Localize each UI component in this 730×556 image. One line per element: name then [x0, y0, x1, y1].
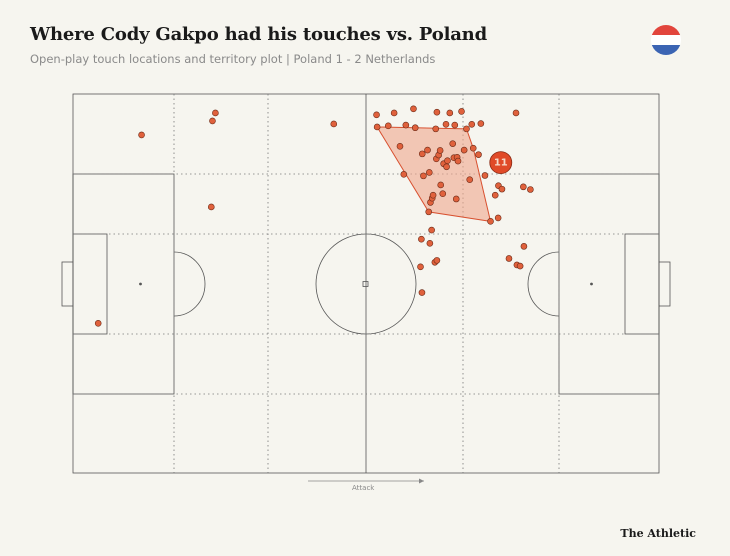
touch-point [207, 203, 215, 211]
touch-point [433, 108, 441, 116]
left-penalty-spot [139, 282, 142, 286]
pitch-markings [61, 93, 671, 474]
touch-point [460, 146, 468, 154]
touch-point [373, 111, 380, 119]
attack-direction-label: Attack [352, 484, 375, 492]
touch-point [516, 262, 524, 270]
touch-point [436, 147, 444, 154]
touch-point [418, 289, 426, 296]
touch-point [330, 120, 338, 128]
left-six-yard-box [72, 233, 108, 335]
right-six-yard-box [624, 233, 660, 335]
touch-point [468, 121, 476, 128]
touch-point [494, 214, 502, 222]
touch-point [429, 191, 437, 199]
touch-point [520, 183, 527, 191]
touch-point [498, 185, 506, 193]
touch-point [491, 191, 499, 199]
territory-polygon [376, 126, 492, 222]
touch-point [402, 121, 410, 129]
touch-point [426, 240, 434, 247]
touch-point [505, 255, 513, 262]
touch-point [449, 140, 457, 147]
touch-point [433, 257, 441, 264]
touch-point [420, 172, 427, 180]
touch-point [212, 109, 219, 117]
touch-point [477, 120, 485, 127]
touch-point [527, 186, 534, 193]
touch-point [424, 146, 431, 154]
touch-point [481, 172, 489, 179]
touch-point [384, 122, 392, 130]
right-penalty-arc [527, 251, 560, 317]
chart-subtitle: Open-play touch locations and territory … [30, 52, 436, 66]
touch-point [390, 109, 398, 117]
attack-direction-arrow [308, 478, 424, 484]
touch-point [396, 143, 404, 150]
touch-point [451, 121, 459, 129]
right-goal [658, 261, 671, 307]
touch-point [411, 124, 419, 132]
touch-point [454, 157, 462, 165]
touch-point [466, 176, 474, 183]
brand-logo: The Athletic [620, 527, 696, 540]
touch-point [417, 263, 424, 271]
netherlands-flag-icon [651, 25, 681, 55]
touch-point [373, 123, 381, 131]
touch-point [432, 125, 440, 133]
touch-point [512, 109, 520, 117]
touch-point [425, 169, 433, 176]
zone-grid [73, 94, 659, 473]
touch-point [446, 109, 454, 117]
touch-point [94, 319, 102, 327]
touch-point [418, 150, 426, 158]
center-spot [362, 281, 369, 287]
touch-point [475, 151, 482, 158]
left-penalty-box [72, 173, 175, 395]
player-marker: 11 [489, 151, 513, 174]
touch-points [94, 105, 534, 327]
touch-point [428, 226, 435, 234]
touch-point [520, 243, 528, 250]
right-penalty-box [558, 173, 660, 395]
touch-point [138, 131, 145, 139]
touch-point [437, 181, 445, 189]
touch-point [410, 105, 417, 113]
left-goal [61, 261, 74, 307]
right-penalty-spot [590, 282, 593, 286]
touch-point [400, 171, 408, 178]
touch-point [452, 195, 460, 203]
chart-title: Where Cody Gakpo had his touches vs. Pol… [30, 24, 487, 45]
touch-point [439, 190, 447, 197]
touch-point [487, 218, 494, 225]
touch-point [443, 163, 450, 171]
touch-point [418, 235, 425, 243]
touch-point [463, 125, 470, 133]
touch-point [442, 121, 450, 128]
player-number: 11 [494, 158, 508, 169]
touch-point [469, 144, 477, 152]
left-penalty-arc [173, 251, 206, 317]
touch-point [425, 208, 433, 216]
touch-point [458, 108, 465, 115]
touch-point [209, 117, 216, 125]
touch-point [444, 157, 451, 165]
